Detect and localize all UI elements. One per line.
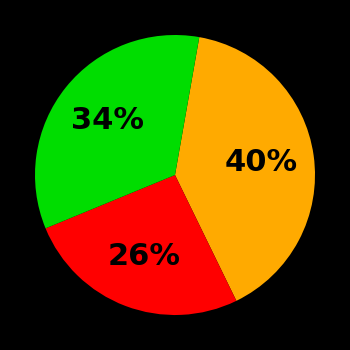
Text: 34%: 34% bbox=[71, 106, 144, 135]
Wedge shape bbox=[46, 175, 236, 315]
Text: 26%: 26% bbox=[108, 241, 181, 271]
Wedge shape bbox=[35, 35, 199, 228]
Wedge shape bbox=[175, 37, 315, 301]
Text: 40%: 40% bbox=[224, 148, 298, 177]
